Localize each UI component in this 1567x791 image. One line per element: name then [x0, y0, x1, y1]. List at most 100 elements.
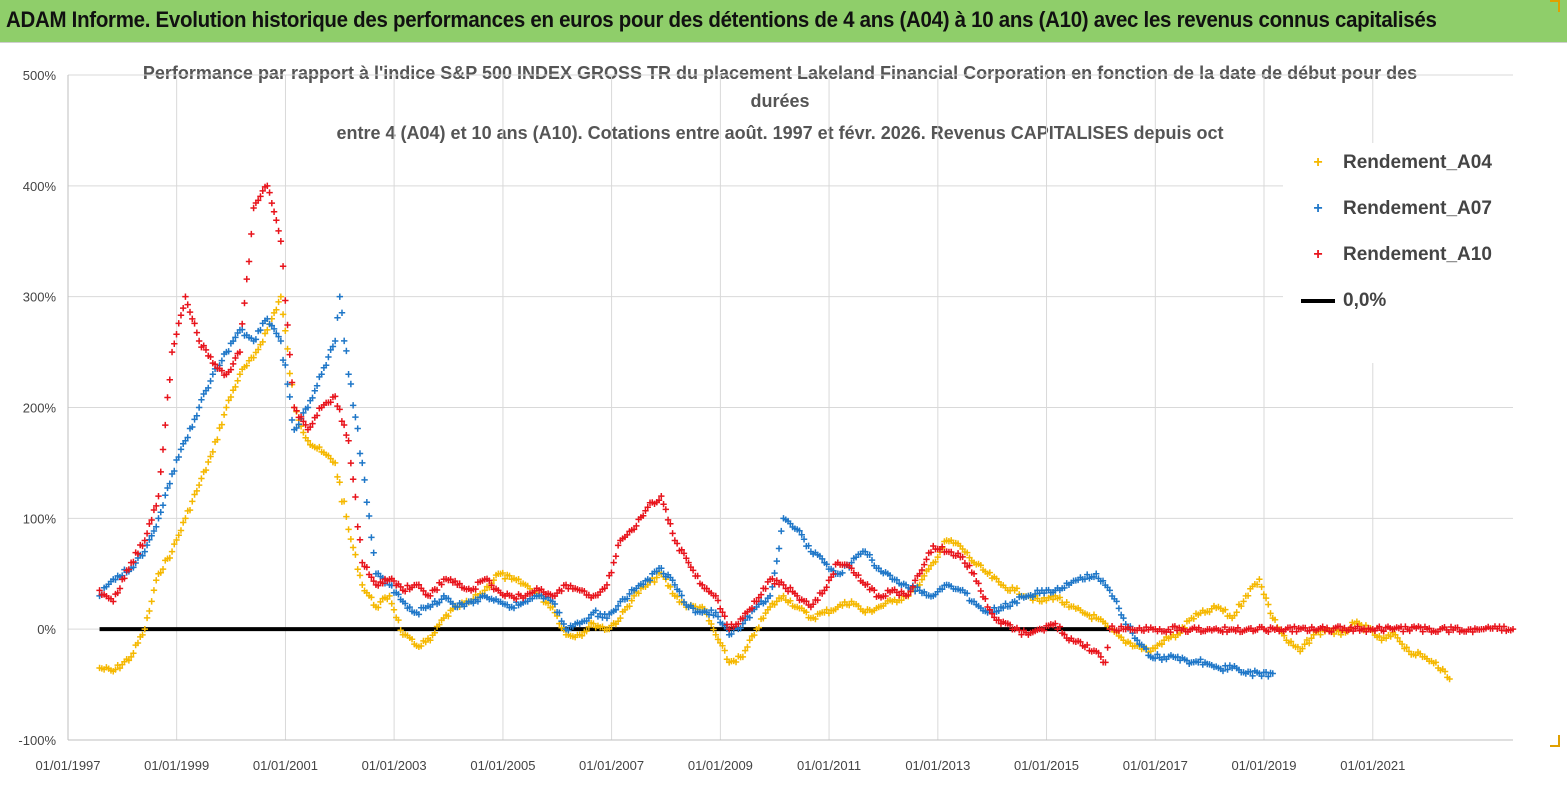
scatter-marker: [1108, 622, 1116, 630]
scatter-marker: [229, 387, 237, 394]
data-point: [264, 182, 271, 190]
scatter-marker: [343, 347, 350, 355]
scatter-marker: [214, 436, 221, 443]
scatter-marker: [760, 615, 767, 622]
data-point: [753, 598, 760, 605]
scatter-marker: [1376, 632, 1383, 640]
data-point: [766, 603, 774, 611]
scatter-marker: [334, 473, 341, 481]
scatter-marker: [882, 592, 889, 600]
scatter-marker: [327, 399, 334, 406]
scatter-marker: [401, 600, 409, 607]
scatter-marker: [340, 421, 348, 429]
scatter-marker: [232, 383, 239, 391]
scatter-marker: [669, 577, 676, 584]
scatter-marker: [1197, 656, 1204, 663]
scatter-marker: [1158, 641, 1166, 648]
chart-plot: -100% 0% 100% 200% 300% 400% 500% 01/01/1997 01/…: [18, 68, 1517, 773]
scatter-marker: [1234, 624, 1242, 631]
data-point: [1174, 653, 1181, 661]
scatter-marker: [365, 512, 373, 520]
scatter-marker: [614, 602, 622, 610]
scatter-marker: [273, 306, 280, 313]
scatter-marker: [959, 553, 966, 561]
scatter-marker: [769, 575, 776, 583]
scatter-marker: [266, 189, 273, 196]
scatter-marker: [1317, 631, 1324, 638]
scatter-marker: [189, 423, 196, 431]
scatter-marker: [676, 588, 683, 595]
scatter-marker: [683, 555, 690, 562]
scatter-marker: [375, 604, 382, 611]
scatter-marker: [1260, 591, 1268, 598]
scatter-marker: [708, 620, 715, 628]
scatter-marker: [1088, 615, 1095, 623]
scatter-marker: [1142, 645, 1150, 653]
scatter-marker: [886, 572, 894, 579]
scatter-marker: [363, 564, 371, 571]
scatter-marker: [1244, 592, 1252, 599]
scatter-marker: [1319, 623, 1326, 630]
scatter-marker: [327, 455, 334, 462]
scatter-marker: [986, 569, 994, 576]
scatter-marker: [635, 590, 642, 597]
legend-item-zero-line: 0,0%: [1301, 287, 1386, 315]
scatter-marker: [148, 516, 155, 524]
chart-title-line-3: entre 4 (A04) et 10 ans (A10). Cotations…: [336, 123, 1224, 143]
scatter-marker: [171, 540, 178, 548]
scatter-marker: [254, 197, 262, 204]
scatter-marker: [130, 564, 137, 571]
scatter-marker: [624, 531, 631, 539]
scatter-marker: [361, 476, 368, 484]
scatter-marker: [560, 620, 568, 628]
data-point: [712, 592, 719, 600]
scatter-marker: [1294, 643, 1302, 651]
scatter-marker: [1181, 624, 1188, 631]
scatter-marker: [397, 627, 404, 634]
scatter-marker: [205, 384, 212, 392]
data-point: [304, 404, 312, 411]
x-tick-label: 01/01/2015: [1014, 758, 1079, 773]
scatter-marker: [257, 326, 264, 334]
data-point: [195, 337, 203, 345]
scatter-marker: [474, 598, 482, 605]
data-point: [127, 653, 135, 661]
scatter-marker: [796, 527, 803, 534]
scatter-marker: [406, 603, 413, 611]
scatter-marker: [200, 342, 207, 349]
scatter-marker: [112, 666, 119, 673]
y-tick-label: 100%: [23, 511, 57, 526]
scatter-marker: [279, 356, 287, 364]
scatter-marker: [245, 258, 253, 265]
scatter-marker: [356, 572, 364, 579]
scatter-marker: [895, 592, 903, 599]
data-point: [345, 526, 352, 533]
scatter-marker: [159, 502, 167, 509]
scatter-marker: [918, 576, 926, 583]
scatter-marker: [191, 416, 198, 423]
scatter-marker: [193, 487, 201, 495]
data-point: [318, 371, 325, 378]
data-point: [141, 548, 149, 555]
legend-label-a07: Rendement_A07: [1343, 198, 1492, 219]
scatter-marker: [871, 587, 878, 594]
scatter-marker: [180, 519, 187, 526]
scatter-marker: [153, 523, 160, 530]
scatter-marker: [284, 380, 291, 388]
scatter-marker: [1077, 638, 1084, 646]
data-point: [1147, 648, 1154, 655]
scatter-marker: [1287, 638, 1295, 645]
scatter-marker: [395, 616, 402, 624]
x-tick-label: 01/01/2007: [579, 758, 644, 773]
scatter-marker: [893, 576, 901, 584]
scatter-marker: [708, 606, 715, 614]
data-point: [603, 614, 611, 622]
scatter-marker: [551, 600, 559, 608]
data-point: [264, 315, 271, 323]
scatter-marker: [189, 498, 196, 505]
scatter-marker: [592, 607, 599, 614]
scatter-marker: [982, 595, 989, 602]
scatter-marker: [438, 596, 445, 603]
scatter-marker: [229, 337, 237, 345]
data-point: [1269, 670, 1276, 677]
